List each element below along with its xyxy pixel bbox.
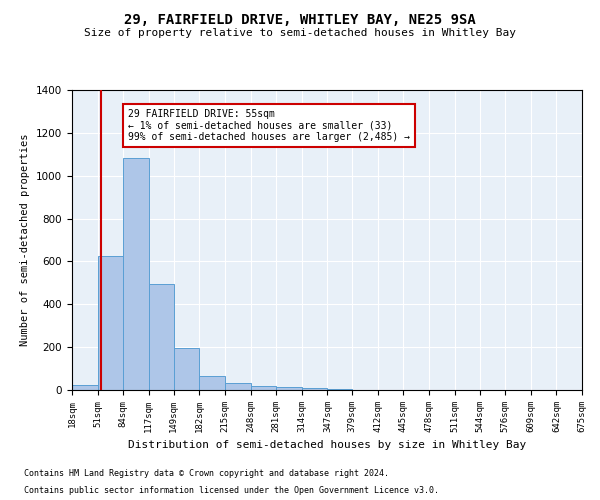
Text: Contains public sector information licensed under the Open Government Licence v3: Contains public sector information licen… <box>24 486 439 495</box>
Text: Size of property relative to semi-detached houses in Whitley Bay: Size of property relative to semi-detach… <box>84 28 516 38</box>
Bar <box>123 158 149 390</box>
Bar <box>149 284 173 390</box>
Bar <box>199 376 225 390</box>
Bar <box>328 389 352 390</box>
Bar <box>225 382 251 390</box>
Bar <box>98 256 123 390</box>
Bar <box>173 348 199 390</box>
Bar <box>72 384 98 390</box>
Text: 29, FAIRFIELD DRIVE, WHITLEY BAY, NE25 9SA: 29, FAIRFIELD DRIVE, WHITLEY BAY, NE25 9… <box>124 12 476 26</box>
Text: Contains HM Land Registry data © Crown copyright and database right 2024.: Contains HM Land Registry data © Crown c… <box>24 468 389 477</box>
Bar <box>251 386 276 390</box>
Y-axis label: Number of semi-detached properties: Number of semi-detached properties <box>20 134 31 346</box>
Bar <box>302 388 328 390</box>
X-axis label: Distribution of semi-detached houses by size in Whitley Bay: Distribution of semi-detached houses by … <box>128 440 526 450</box>
Bar <box>276 387 302 390</box>
Text: 29 FAIRFIELD DRIVE: 55sqm
← 1% of semi-detached houses are smaller (33)
99% of s: 29 FAIRFIELD DRIVE: 55sqm ← 1% of semi-d… <box>128 110 410 142</box>
